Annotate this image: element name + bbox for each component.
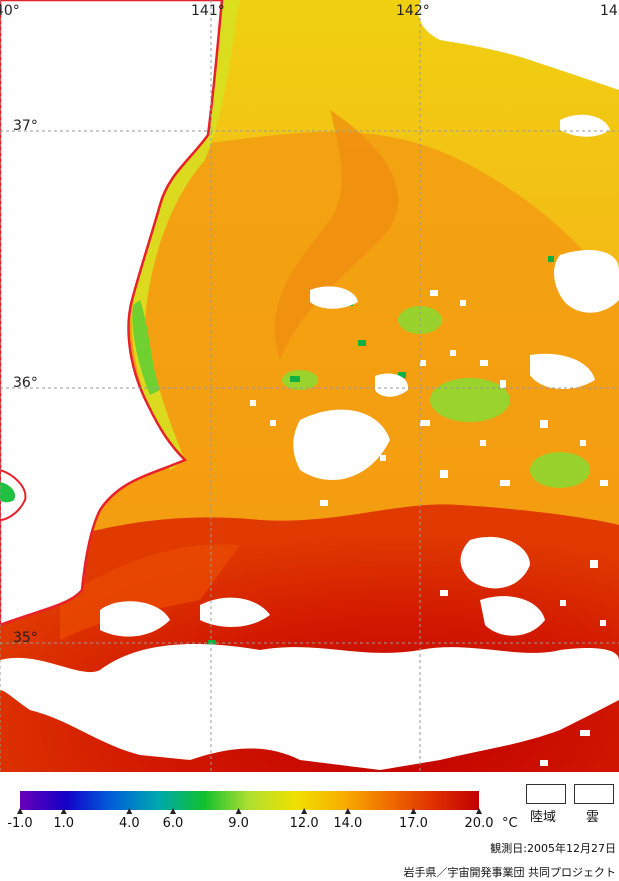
graticule: [0, 0, 619, 772]
scale-label: -1.0: [7, 816, 33, 831]
land-honshu: [0, 0, 224, 627]
scale-tick: [170, 808, 176, 814]
scale-label: 12.0: [289, 816, 319, 831]
land-key-swatch: [526, 784, 566, 804]
lon-label-140: 140°: [0, 3, 20, 19]
sea-surface-temperature-map: [0, 0, 619, 772]
land-key-label: 陸域: [530, 810, 557, 825]
lon-label-142: 142°: [396, 3, 430, 19]
scale-label: 14.0: [333, 816, 363, 831]
scale-label: 4.0: [118, 816, 140, 831]
lat-label-35: 35°: [13, 630, 38, 646]
lon-label-143: 143°: [600, 3, 619, 19]
coastal-cool-water: [131, 0, 240, 470]
cloud-key-label: 雲: [586, 810, 600, 825]
scale-tick: [344, 808, 351, 814]
scale-tick: [60, 808, 67, 814]
scale-label: 6.0: [162, 816, 184, 831]
observation-date: 観測日:2005年12月27日: [490, 842, 616, 855]
scale-label: 17.0: [398, 816, 428, 831]
temperature-color-scale: [20, 791, 479, 810]
scale-label: 9.0: [228, 816, 249, 831]
cloud-fragments: [250, 290, 608, 766]
project-credit: 岩手県／宇宙開発事業団 共同プロジェクト: [403, 866, 617, 879]
scale-tick: [476, 808, 482, 814]
lat-label-37: 37°: [13, 118, 38, 134]
cloud-cover: [0, 0, 619, 770]
lat-label-36: 36°: [13, 375, 38, 391]
scale-label: 20.0: [464, 816, 494, 831]
scale-tick: [17, 808, 23, 814]
coastal-green-water: [132, 300, 160, 395]
scale-tick: [410, 808, 417, 814]
scale-tick: [301, 808, 308, 814]
scale-tick: [126, 808, 133, 814]
lon-label-141: 141°: [191, 3, 225, 19]
lake-kasumigaura: [0, 482, 16, 503]
cloud-key-swatch: [574, 784, 614, 804]
temperature-unit: °C: [502, 816, 518, 831]
scale-tick-marks: [17, 808, 482, 814]
scale-label: 1.0: [53, 816, 75, 831]
ocean-orange-streak: [274, 110, 399, 360]
scale-tick: [235, 808, 242, 814]
